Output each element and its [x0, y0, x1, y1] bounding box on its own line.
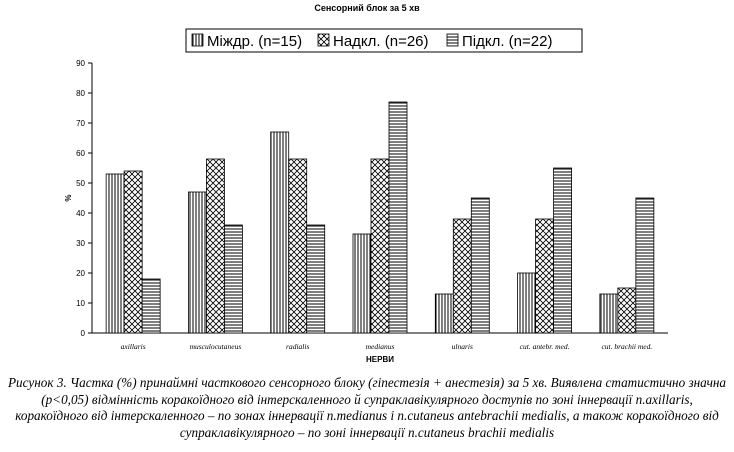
bars: [105, 101, 655, 334]
category-label: cut. brachii med.: [601, 342, 652, 351]
bar-1: [352, 233, 372, 334]
bar-2: [452, 218, 472, 334]
bar-1: [517, 272, 536, 334]
y-tick-label: 0: [81, 329, 86, 338]
y-tick-label: 40: [76, 209, 85, 218]
figure-caption: Рисунок 3. Частка (%) принаймні частково…: [7, 375, 727, 440]
legend-box: [185, 28, 583, 53]
y-tick-label: 50: [76, 179, 85, 188]
category-label: medianus: [366, 342, 395, 351]
legend: Міждр. (n=15) Надкл. (n=26) Підкл. (n=22): [185, 28, 583, 53]
y-tick-label: 80: [76, 89, 85, 98]
bar-1: [105, 173, 125, 334]
y-tick-label: 90: [76, 59, 85, 68]
bar-2: [370, 158, 390, 334]
y-tick-label: 60: [76, 149, 85, 158]
category-label: cut. antebr. med.: [520, 342, 570, 351]
bar-1: [599, 293, 619, 334]
category-labels: axillaris musculocutaneus radialis medianus…: [121, 342, 653, 351]
legend-label: Міждр. (n=15): [207, 33, 302, 50]
category-label: ulnaris: [452, 342, 473, 351]
legend-label: Надкл. (n=26): [333, 33, 429, 50]
category-label: musculocutaneus: [190, 342, 242, 351]
y-ticks: 0 10 20 30 40 50 60 70 80 90: [76, 59, 92, 338]
bar-2: [123, 170, 143, 334]
legend-swatch: [317, 33, 330, 47]
bar-1: [188, 191, 207, 334]
bar-3: [553, 167, 572, 334]
bar-3: [306, 224, 326, 334]
y-tick-label: 70: [76, 119, 85, 128]
bar-2: [288, 158, 308, 334]
y-tick-label: 20: [76, 269, 85, 278]
category-label: radialis: [286, 342, 309, 351]
bar-2: [617, 287, 637, 334]
bar-3: [141, 278, 161, 334]
bar-2: [535, 218, 554, 334]
bar-2: [206, 158, 225, 334]
y-tick-label: 30: [76, 239, 85, 248]
bar-1: [270, 131, 290, 334]
y-tick-label: 10: [76, 299, 85, 308]
bar-1: [434, 293, 454, 334]
y-axis-label: %: [64, 194, 73, 201]
chart-svg: Сенсорний блок за 5 хв Міждр. (n=15) Надк…: [64, 3, 668, 364]
bar-3: [388, 101, 408, 334]
legend-label: Підкл. (n=22): [462, 33, 552, 50]
chart-title: Сенсорний блок за 5 хв: [314, 3, 420, 13]
bar-3: [470, 197, 490, 334]
category-label: axillaris: [121, 342, 146, 351]
bar-3: [224, 224, 243, 334]
legend-swatch: [191, 33, 204, 47]
x-axis-label: НЕРВИ: [366, 355, 394, 364]
bar-3: [635, 197, 655, 334]
legend-swatch: [446, 33, 459, 47]
